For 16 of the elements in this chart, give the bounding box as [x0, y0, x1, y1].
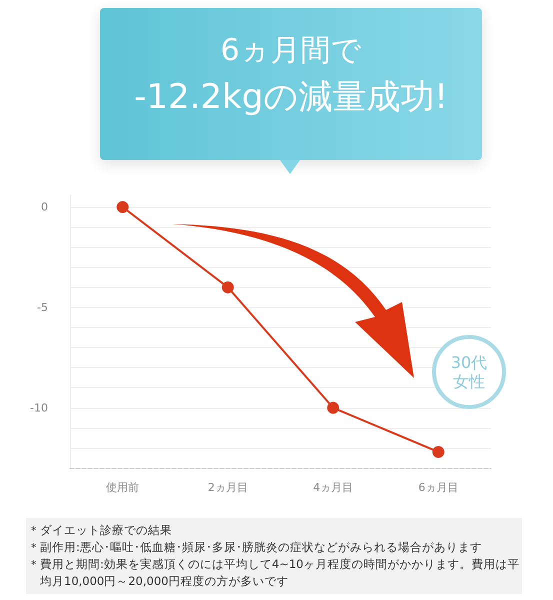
point — [222, 281, 234, 294]
text: ＊ダイエット診療での結果 — [28, 522, 173, 539]
chart-title: 6ヵ月間で -12.2kgの減量成功! — [133, 32, 449, 119]
y-tick-label: -5 — [37, 300, 48, 314]
text: ＊副作用:悪心･嘔吐･低血糖･頻尿･多尿･膀胱炎の症状などがみられる場合があります — [28, 539, 483, 556]
point — [116, 201, 129, 214]
x-tick-label: 2ヵ月目 — [208, 481, 248, 494]
point — [432, 446, 444, 458]
x-tick-label: 6ヵ月目 — [418, 481, 458, 494]
annotation: 30代女性 — [450, 353, 488, 391]
text: ＊費用と期間:効果を実感頂くのには平均して4~10ヶ月程度の時間がかかります。費用は平均月10,000円～20,000円程度の方が多いです — [28, 556, 520, 590]
x-tick-label: 4ヵ月目 — [313, 481, 354, 494]
y-tick-label: 0 — [41, 200, 48, 214]
y-tick-label: -10 — [30, 401, 48, 414]
x-tick-label: 使用前 — [106, 481, 140, 494]
point — [327, 402, 340, 414]
